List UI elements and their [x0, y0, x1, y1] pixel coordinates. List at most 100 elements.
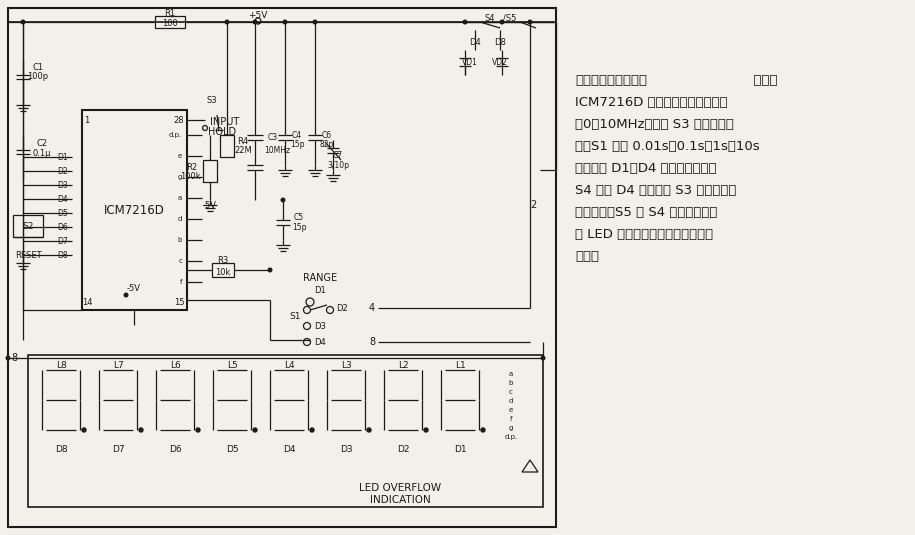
- Text: L2: L2: [398, 361, 408, 370]
- Text: L8: L8: [56, 361, 67, 370]
- Text: d.p.: d.p.: [504, 434, 518, 440]
- Text: D4: D4: [469, 37, 481, 47]
- Text: HOLD: HOLD: [208, 127, 236, 137]
- Text: d: d: [509, 398, 513, 404]
- Text: D2: D2: [58, 166, 69, 175]
- Text: d.p.: d.p.: [168, 132, 182, 138]
- Text: D8: D8: [494, 37, 506, 47]
- Circle shape: [253, 428, 257, 432]
- Text: c: c: [509, 389, 513, 395]
- Text: ICM7216D 芯片为主构成。测量范: ICM7216D 芯片为主构成。测量范: [575, 96, 727, 109]
- Circle shape: [481, 428, 485, 432]
- Text: 82p: 82p: [320, 140, 334, 149]
- Text: 4: 4: [369, 303, 375, 313]
- Text: a: a: [178, 195, 182, 201]
- Text: D4: D4: [58, 195, 69, 203]
- Text: e: e: [509, 407, 513, 413]
- Text: LED OVERFLOW: LED OVERFLOW: [359, 483, 441, 493]
- Text: C4: C4: [292, 131, 302, 140]
- Text: 14: 14: [81, 297, 92, 307]
- Text: L6: L6: [169, 361, 180, 370]
- Text: /S5: /S5: [503, 13, 517, 22]
- Text: c: c: [178, 258, 182, 264]
- Text: +5V: +5V: [248, 11, 268, 19]
- Text: R2: R2: [187, 163, 198, 172]
- Text: D6: D6: [58, 223, 69, 232]
- Circle shape: [268, 268, 272, 272]
- Text: C2: C2: [37, 139, 48, 148]
- Text: S1: S1: [289, 311, 301, 320]
- Text: g: g: [509, 425, 513, 431]
- Text: L4: L4: [284, 361, 295, 370]
- Circle shape: [463, 20, 467, 24]
- Bar: [8, 8, 556, 527]
- Text: RESET: RESET: [15, 250, 41, 259]
- Text: ICM7216D: ICM7216D: [103, 203, 165, 217]
- Text: R1: R1: [165, 9, 176, 18]
- Text: S3: S3: [207, 96, 218, 104]
- Text: 100k: 100k: [179, 172, 200, 180]
- Bar: [155, 16, 185, 28]
- Circle shape: [139, 428, 143, 432]
- Text: a: a: [509, 371, 513, 377]
- Circle shape: [124, 293, 128, 297]
- Text: L3: L3: [340, 361, 351, 370]
- Circle shape: [367, 428, 371, 432]
- Bar: [28, 355, 543, 507]
- Text: INPUT: INPUT: [210, 117, 240, 127]
- Circle shape: [82, 428, 86, 432]
- Text: D4: D4: [314, 338, 326, 347]
- Text: INDICATION: INDICATION: [370, 495, 430, 505]
- Text: C7: C7: [333, 150, 343, 159]
- Text: 15: 15: [174, 297, 184, 307]
- Text: D8: D8: [55, 446, 68, 455]
- Text: 100p: 100p: [27, 72, 48, 80]
- Text: 10k: 10k: [215, 268, 231, 277]
- Circle shape: [541, 356, 544, 360]
- Circle shape: [21, 20, 25, 24]
- Text: C1: C1: [32, 63, 44, 72]
- Circle shape: [196, 428, 200, 432]
- Text: D6: D6: [168, 446, 181, 455]
- Text: VD1: VD1: [462, 57, 478, 66]
- Text: -5V: -5V: [127, 284, 141, 293]
- Bar: [220, 135, 234, 157]
- Text: 8: 8: [369, 337, 375, 347]
- Text: R4: R4: [237, 136, 249, 146]
- Text: f: f: [510, 416, 512, 422]
- Text: D8: D8: [58, 250, 69, 259]
- Text: R3: R3: [218, 256, 229, 264]
- Text: 28: 28: [174, 116, 184, 125]
- Bar: [13, 215, 43, 237]
- Text: g: g: [178, 174, 182, 180]
- Text: 2: 2: [530, 200, 536, 210]
- Text: 多功能频率计数电路: 多功能频率计数电路: [575, 73, 647, 87]
- Bar: [203, 160, 217, 182]
- Text: D5: D5: [58, 209, 69, 218]
- Text: f: f: [179, 279, 182, 285]
- Text: L5: L5: [227, 361, 237, 370]
- Text: -5V: -5V: [203, 201, 217, 210]
- Text: 22M: 22M: [234, 146, 252, 155]
- Text: 试验。: 试验。: [575, 249, 599, 263]
- Text: b: b: [178, 237, 182, 243]
- Text: d: d: [178, 216, 182, 222]
- Text: D3: D3: [339, 446, 352, 455]
- Circle shape: [313, 20, 317, 24]
- Text: S4: S4: [485, 13, 495, 22]
- Circle shape: [6, 356, 10, 360]
- Text: D3: D3: [58, 180, 69, 189]
- Text: e: e: [178, 153, 182, 159]
- Circle shape: [284, 20, 286, 24]
- Text: D1: D1: [58, 152, 69, 162]
- Text: C3: C3: [268, 133, 278, 141]
- Text: 8: 8: [11, 353, 17, 363]
- Text: 键，S1 可在 0.01s、0.1s、1s、10s: 键，S1 可在 0.01s、0.1s、1s、10s: [575, 140, 759, 152]
- Circle shape: [281, 198, 285, 202]
- Text: D4: D4: [283, 446, 296, 455]
- Text: 3/10p: 3/10p: [327, 160, 349, 170]
- Text: D3: D3: [314, 322, 326, 331]
- Text: 100: 100: [162, 19, 178, 27]
- Text: D7: D7: [112, 446, 124, 455]
- Text: VD2: VD2: [492, 57, 508, 66]
